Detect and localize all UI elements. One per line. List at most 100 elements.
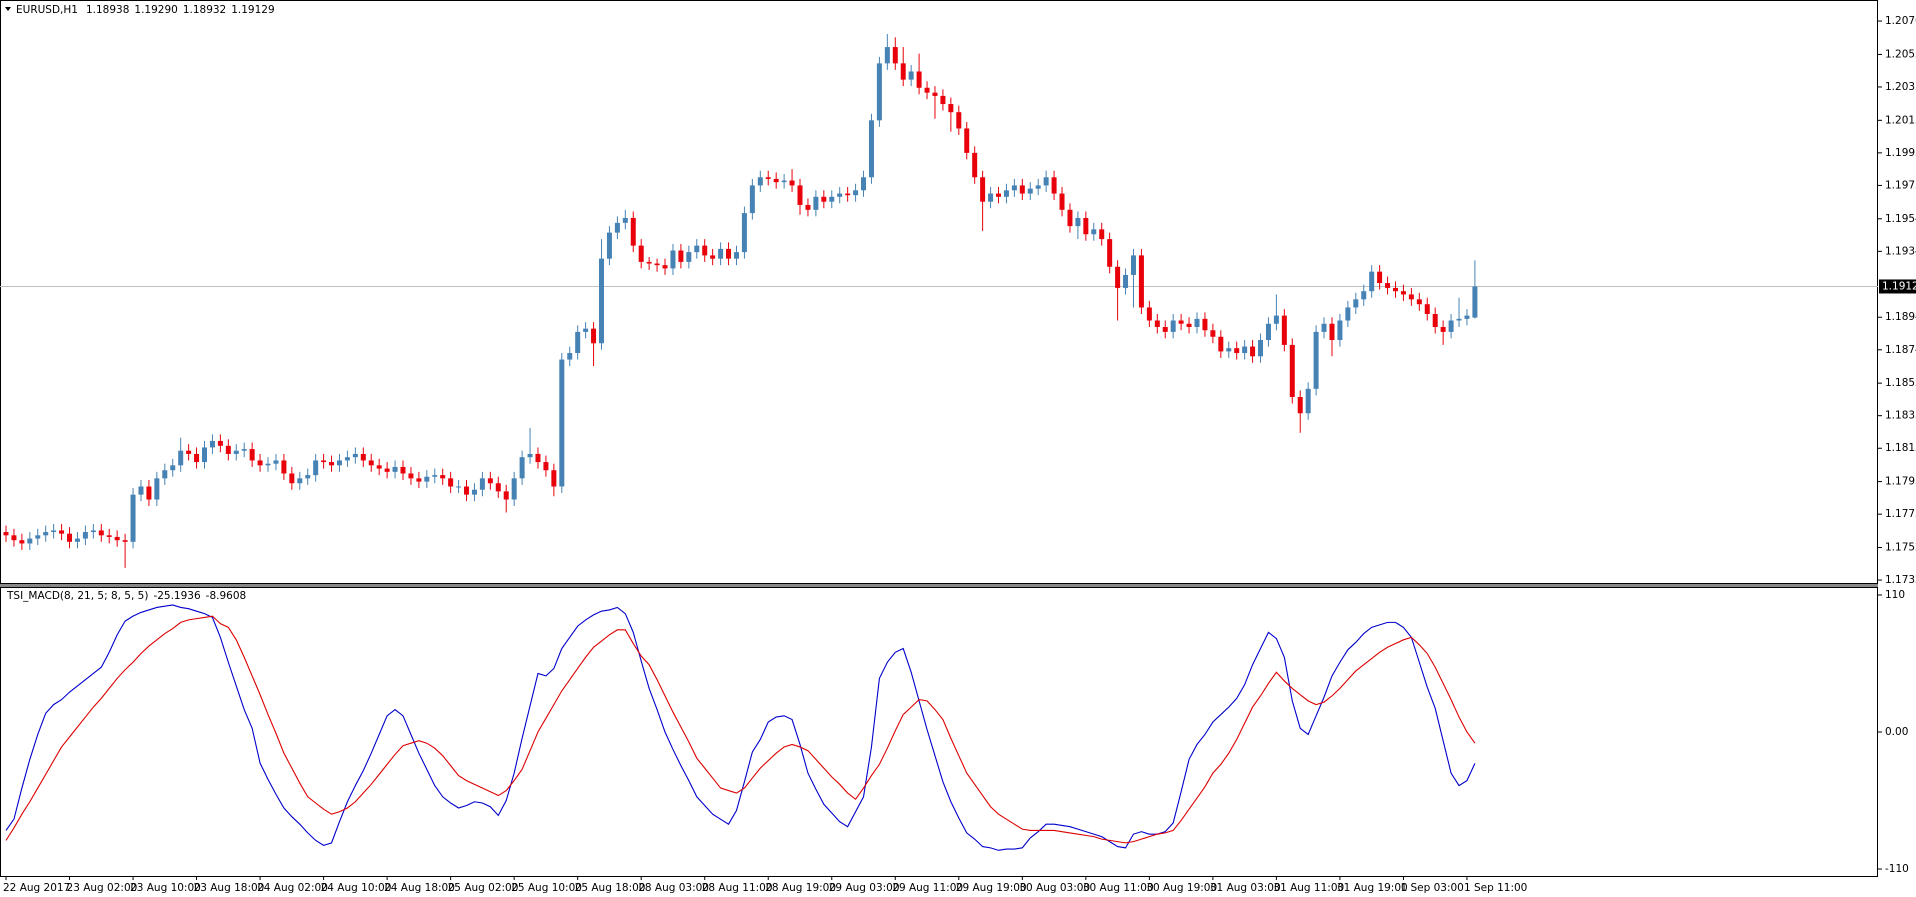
candle-body bbox=[154, 478, 160, 500]
candle-body bbox=[82, 532, 88, 539]
y-tick-label: -110 bbox=[1885, 863, 1909, 875]
candle-body bbox=[51, 530, 57, 533]
candle-body bbox=[114, 536, 120, 541]
x-tick-label: 23 Aug 18:00 bbox=[194, 882, 265, 894]
candle-body bbox=[432, 475, 438, 477]
x-tick-label: 28 Aug 11:00 bbox=[702, 882, 773, 894]
candle-body bbox=[1281, 315, 1287, 345]
x-tick-label: 22 Aug 2017 bbox=[3, 882, 70, 894]
candle-body bbox=[1440, 327, 1446, 332]
candle-body bbox=[591, 328, 597, 344]
candle-body bbox=[360, 453, 366, 461]
candle-body bbox=[1361, 291, 1367, 300]
indicator-main-value: -25.1936 bbox=[153, 590, 201, 602]
y-tick-label: 0.00 bbox=[1885, 726, 1908, 738]
y-tick-label: 1.17930 bbox=[1885, 476, 1916, 488]
y-tick-label: 1.19345 bbox=[1885, 245, 1916, 257]
candle-body bbox=[1194, 318, 1200, 328]
candle-body bbox=[289, 473, 295, 484]
y-tick-label: 1.20760 bbox=[1885, 15, 1916, 27]
candle-body bbox=[305, 475, 311, 479]
candle-body bbox=[106, 535, 112, 537]
candle-body bbox=[733, 252, 739, 259]
candle-body bbox=[1146, 307, 1152, 321]
symbol: EURUSD,H1 bbox=[16, 4, 78, 16]
candle-body bbox=[964, 128, 970, 153]
candle-body bbox=[384, 468, 390, 472]
candle-body bbox=[1456, 318, 1462, 321]
x-tick-label: 29 Aug 03:00 bbox=[829, 882, 900, 894]
candle-body bbox=[27, 538, 33, 544]
y-tick-label: 1.19545 bbox=[1885, 213, 1916, 225]
candle-body bbox=[1210, 330, 1216, 337]
candle-body bbox=[686, 252, 692, 262]
candle-body bbox=[1345, 307, 1351, 321]
candle-body bbox=[908, 71, 914, 80]
candle-body bbox=[900, 63, 906, 80]
y-tick-label: 1.17730 bbox=[1885, 508, 1916, 520]
candle-body bbox=[614, 222, 620, 233]
candle-body bbox=[892, 47, 898, 64]
candle-body bbox=[853, 190, 859, 196]
x-tick-label: 25 Aug 18:00 bbox=[575, 882, 646, 894]
candle-body bbox=[1202, 318, 1208, 331]
indicator-signal-value: -8.9608 bbox=[206, 590, 247, 602]
candle-body bbox=[464, 486, 470, 495]
candle-body bbox=[194, 453, 200, 463]
candle-body bbox=[400, 466, 406, 474]
candle-body bbox=[837, 193, 843, 197]
y-tick-label: 1.19950 bbox=[1885, 147, 1916, 159]
candle-body bbox=[11, 535, 17, 541]
candle-body bbox=[1138, 255, 1144, 308]
candle-body bbox=[1385, 283, 1391, 288]
candle-body bbox=[138, 486, 144, 495]
candle-body bbox=[821, 196, 827, 202]
candle-body bbox=[773, 178, 779, 183]
candle-body bbox=[1003, 190, 1009, 197]
x-tick-label: 24 Aug 02:00 bbox=[257, 882, 328, 894]
candle-body bbox=[559, 359, 565, 487]
candle-body bbox=[757, 177, 763, 186]
y-tick-label: 1.18940 bbox=[1885, 311, 1916, 323]
candle-body bbox=[543, 462, 549, 471]
candle-body bbox=[233, 450, 239, 454]
quote-close: 1.19129 bbox=[231, 4, 274, 16]
y-tick-label: 1.18135 bbox=[1885, 442, 1916, 454]
candle-body bbox=[456, 486, 462, 488]
menu-arrow[interactable] bbox=[5, 7, 11, 11]
candle-body bbox=[43, 532, 49, 536]
candle-body bbox=[1289, 344, 1295, 397]
candle-body bbox=[162, 470, 168, 479]
x-tick-label: 25 Aug 10:00 bbox=[511, 882, 582, 894]
candle-body bbox=[487, 478, 493, 484]
candle-body bbox=[1115, 266, 1121, 288]
indicator-panel bbox=[0, 587, 1878, 877]
candle-body bbox=[1091, 229, 1097, 235]
candle-body bbox=[503, 491, 509, 500]
x-tick-label: 24 Aug 18:00 bbox=[384, 882, 455, 894]
candle-body bbox=[638, 245, 644, 262]
y-tick-label: 1.18535 bbox=[1885, 377, 1916, 389]
candle-body bbox=[797, 185, 803, 205]
candle-body bbox=[1130, 255, 1136, 275]
x-tick-label: 31 Aug 19:00 bbox=[1337, 882, 1408, 894]
candle-body bbox=[202, 447, 207, 463]
candle-body bbox=[654, 263, 660, 266]
candle-body bbox=[130, 494, 136, 542]
candle-body bbox=[265, 463, 271, 466]
candle-body bbox=[392, 466, 398, 472]
candle-body bbox=[1265, 323, 1271, 341]
candle-body bbox=[1027, 188, 1033, 194]
candle-body bbox=[606, 232, 612, 259]
candle-body bbox=[59, 530, 65, 534]
candle-body bbox=[1043, 177, 1049, 186]
candle-body bbox=[1464, 315, 1470, 319]
y-tick-label: 1.18740 bbox=[1885, 344, 1916, 356]
candle-body bbox=[1170, 320, 1176, 332]
candle-body bbox=[702, 245, 708, 256]
candle-body bbox=[186, 450, 192, 454]
candle-body bbox=[146, 486, 152, 500]
candle-body bbox=[1234, 348, 1240, 354]
candle-body bbox=[98, 530, 104, 536]
